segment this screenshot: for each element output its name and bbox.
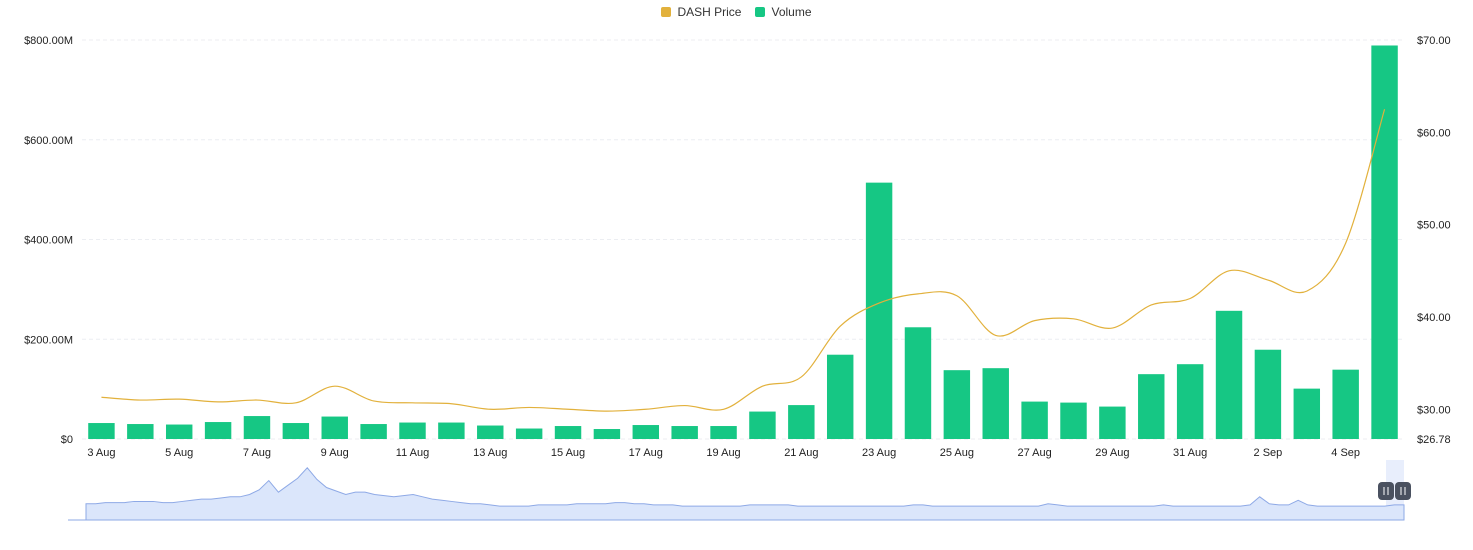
volume-bar[interactable] <box>477 425 504 439</box>
volume-bar[interactable] <box>671 426 698 439</box>
x-tick-label: 4 Sep <box>1331 447 1360 459</box>
y-right-tick-label: $60.00 <box>1417 127 1451 139</box>
volume-bar[interactable] <box>88 423 115 439</box>
volume-bar[interactable] <box>1332 369 1359 439</box>
navigator-area <box>85 467 1405 521</box>
volume-bar[interactable] <box>788 405 815 439</box>
volume-bar[interactable] <box>1293 388 1321 439</box>
volume-bar[interactable] <box>1021 401 1048 439</box>
volume-bar[interactable] <box>1215 310 1243 439</box>
volume-bar[interactable] <box>710 426 737 439</box>
y-axis-right: $26.78 $30.00 $40.00 $50.00 $60.00 $70.00 <box>1417 35 1451 446</box>
volume-bar[interactable] <box>1254 349 1282 439</box>
y-right-tick-label: $30.00 <box>1417 404 1451 416</box>
volume-bar[interactable] <box>165 424 193 439</box>
y-left-tick-label: $200.00M <box>24 334 73 346</box>
volume-bar[interactable] <box>749 411 776 439</box>
legend-swatch-price <box>661 7 672 17</box>
volume-bar[interactable] <box>127 424 154 439</box>
x-axis: 3 Aug 5 Aug 7 Aug 9 Aug 11 Aug 13 Aug 15 Aug 17… <box>87 447 1360 459</box>
y-right-tick-label: $50.00 <box>1417 220 1451 232</box>
legend-label-volume: Volume <box>771 5 812 19</box>
y-left-tick-label: $400.00M <box>24 235 73 247</box>
x-tick-label: 19 Aug <box>706 447 740 459</box>
navigator[interactable] <box>68 460 1411 521</box>
navigator-handle-left[interactable] <box>1378 482 1394 500</box>
volume-bar[interactable] <box>1060 402 1087 439</box>
x-tick-label: 3 Aug <box>87 447 115 459</box>
y-left-tick-label: $800.00M <box>24 35 73 47</box>
x-tick-label: 13 Aug <box>473 447 507 459</box>
volume-bar[interactable] <box>399 422 426 439</box>
volume-bar[interactable] <box>632 425 660 439</box>
volume-bar[interactable] <box>982 368 1009 439</box>
y-axis-left: $0 $200.00M $400.00M $600.00M $800.00M <box>24 35 73 446</box>
chart-legend: DASH Price Volume <box>0 5 1473 19</box>
volume-bar[interactable] <box>1176 364 1204 439</box>
x-tick-label: 31 Aug <box>1173 447 1207 459</box>
volume-bar[interactable] <box>243 416 271 439</box>
volume-bar[interactable] <box>282 423 310 439</box>
x-tick-label: 27 Aug <box>1017 447 1051 459</box>
y-right-tick-label: $70.00 <box>1417 35 1451 47</box>
volume-bar[interactable] <box>593 429 621 439</box>
price-line <box>101 109 1386 412</box>
volume-bar[interactable] <box>943 370 971 439</box>
volume-bar[interactable] <box>204 422 232 439</box>
volume-bar[interactable] <box>515 428 543 439</box>
x-tick-label: 2 Sep <box>1254 447 1283 459</box>
x-tick-label: 17 Aug <box>629 447 663 459</box>
x-tick-label: 25 Aug <box>940 447 974 459</box>
volume-bar[interactable] <box>438 422 465 439</box>
y-left-tick-label: $0 <box>61 434 73 446</box>
x-tick-label: 9 Aug <box>321 447 349 459</box>
x-tick-label: 23 Aug <box>862 447 896 459</box>
legend-item-price[interactable]: DASH Price <box>661 5 741 19</box>
legend-item-volume[interactable]: Volume <box>755 5 812 19</box>
volume-bar[interactable] <box>360 424 387 439</box>
volume-bar[interactable] <box>1138 374 1165 439</box>
volume-bar[interactable] <box>1371 45 1398 439</box>
y-right-tick-label: $40.00 <box>1417 312 1451 324</box>
volume-bars <box>88 45 1398 439</box>
x-tick-label: 29 Aug <box>1095 447 1129 459</box>
volume-bar[interactable] <box>865 182 893 439</box>
x-tick-label: 21 Aug <box>784 447 818 459</box>
y-left-tick-label: $600.00M <box>24 135 73 147</box>
volume-bar[interactable] <box>321 416 348 439</box>
y-right-tick-label: $26.78 <box>1417 434 1451 446</box>
x-tick-label: 15 Aug <box>551 447 585 459</box>
volume-bar[interactable] <box>826 354 854 439</box>
x-tick-label: 5 Aug <box>165 447 193 459</box>
volume-bar[interactable] <box>1099 406 1126 439</box>
volume-bar[interactable] <box>904 327 932 439</box>
volume-bar[interactable] <box>554 426 582 439</box>
legend-swatch-volume <box>755 7 766 17</box>
x-tick-label: 7 Aug <box>243 447 271 459</box>
grid-lines <box>82 39 1404 440</box>
x-tick-label: 11 Aug <box>396 447 429 459</box>
legend-label-price: DASH Price <box>677 5 742 19</box>
navigator-handle-right[interactable] <box>1395 482 1411 500</box>
